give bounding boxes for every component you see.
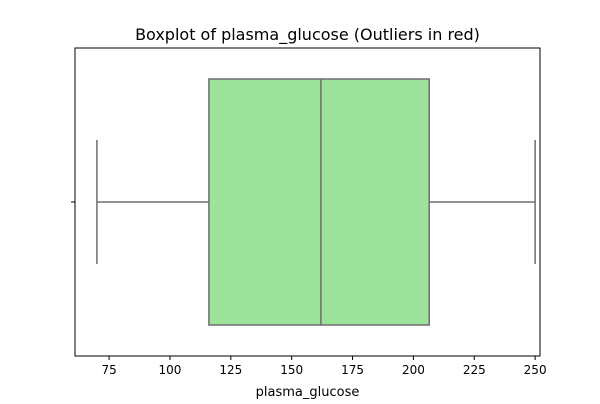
chart-title: Boxplot of plasma_glucose (Outliers in r… <box>135 25 480 45</box>
x-tick-label: 250 <box>524 363 547 377</box>
x-axis-label: plasma_glucose <box>256 385 360 400</box>
x-tick-label: 100 <box>158 363 181 377</box>
x-tick-label: 125 <box>219 363 242 377</box>
x-tick-label: 150 <box>280 363 303 377</box>
x-tick-label: 225 <box>463 363 486 377</box>
plot-area: 75 100 125 150 175 200 225 250 <box>71 47 547 377</box>
x-tick-label: 175 <box>341 363 364 377</box>
iqr-box <box>208 78 430 326</box>
x-tick-label: 75 <box>101 363 116 377</box>
x-tick-label: 200 <box>402 363 425 377</box>
